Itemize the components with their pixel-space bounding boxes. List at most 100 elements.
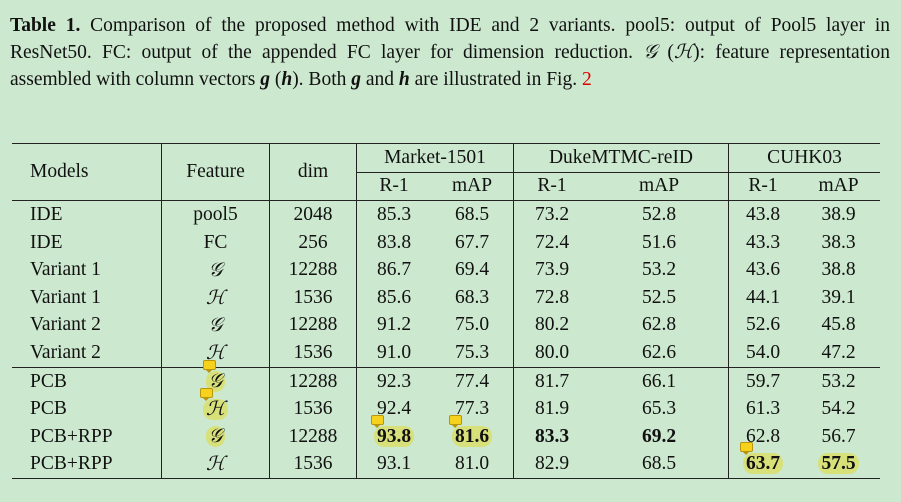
comment-note-icon[interactable]: [739, 442, 753, 456]
cell-text: 63.7: [739, 442, 784, 475]
cell-value: PCB: [30, 398, 67, 420]
value-cell: 80.2: [514, 312, 591, 340]
header-map: mAP: [797, 172, 880, 202]
value-cell: 92.3: [356, 366, 431, 396]
comment-note-icon[interactable]: [370, 414, 384, 428]
cell-text: 81.9: [535, 398, 569, 419]
dim-cell: 12288: [269, 256, 357, 284]
value-cell: 72.4: [514, 229, 591, 257]
cell-text: 62.8: [642, 314, 676, 335]
cell-text: 80.2: [535, 314, 569, 335]
cell-value: PCB+RPP: [30, 453, 113, 475]
cell-text: 52.5: [642, 287, 676, 308]
value-cell: 77.4: [431, 366, 514, 396]
cell-value: 54.0: [745, 341, 781, 363]
table-row: IDE pool5 2048 85.3 68.5 73.2 52.8 43.8 38.9: [12, 200, 880, 229]
feature-cell: FC: [161, 228, 270, 257]
value-cell: 39.1: [797, 284, 880, 312]
cell-text: 53.2: [821, 371, 855, 392]
comment-note-icon[interactable]: [448, 414, 462, 428]
cell-value: pool5: [193, 203, 238, 225]
value-cell: 68.5: [431, 200, 514, 229]
cell-value: 59.7: [745, 370, 781, 392]
cell-value: 62.6: [641, 341, 677, 363]
cell-value: 2048: [293, 203, 333, 225]
value-cell: 56.7: [797, 423, 880, 451]
cell-text: 69.4: [455, 259, 489, 280]
cell-value: 54.2: [821, 398, 856, 420]
cell-text: 38.3: [821, 232, 855, 253]
value-cell: 81.9: [514, 395, 591, 423]
value-cell: 66.1: [590, 366, 729, 396]
cell-text: IDE: [30, 232, 63, 253]
vector-g: g: [260, 69, 270, 90]
comment-note-icon[interactable]: [202, 360, 216, 374]
cell-text: IDE: [30, 204, 63, 225]
cell-value: 68.3: [454, 286, 490, 308]
symbol-h: ℋ: [673, 42, 694, 63]
cell-text: 69.2: [642, 426, 676, 447]
value-cell: 91.0: [357, 339, 432, 367]
model-cell: PCB: [12, 395, 162, 423]
caption-text-6: and: [360, 69, 399, 90]
vector-h: h: [281, 69, 293, 90]
cell-value: 𝒢: [208, 259, 223, 281]
cell-value: 𝒢: [208, 426, 223, 448]
value-cell: 81.6: [431, 414, 514, 451]
cell-value: Variant 2: [30, 314, 101, 336]
cell-text: 75.0: [455, 314, 489, 335]
comment-note-icon[interactable]: [199, 388, 213, 402]
table-row: Variant 1 𝒢 12288 86.7 69.4 73.9 53.2 43.6 38.8: [12, 256, 880, 284]
cell-text: 85.3: [377, 204, 411, 225]
cell-text: 54.2: [821, 398, 855, 419]
cell-text: 1536: [294, 398, 333, 419]
table-row: IDE FC 256 83.8 67.7 72.4 51.6 43.3 38.3: [12, 228, 880, 257]
cell-text: 68.3: [455, 287, 489, 308]
cell-value: 81.6: [454, 425, 490, 447]
cell-value: 73.2: [534, 203, 570, 225]
model-cell: PCB+RPP: [12, 422, 162, 451]
cell-value: 43.6: [745, 259, 781, 281]
cell-value: PCB+RPP: [30, 425, 113, 447]
caption-text-5: ). Both: [292, 69, 352, 90]
value-cell: 69.4: [431, 256, 514, 284]
cell-value: 83.3: [534, 425, 570, 447]
cell-value: 92.4: [376, 398, 412, 420]
cell-value: 63.7: [745, 453, 781, 475]
cell-value: Variant 1: [30, 286, 101, 308]
value-cell: 43.8: [729, 201, 798, 229]
model-cell: Variant 1: [12, 256, 162, 284]
cell-text: 72.4: [535, 232, 569, 253]
cell-value: 66.1: [641, 370, 677, 392]
cell-text: 67.7: [455, 232, 489, 253]
cell-value: 83.8: [376, 231, 412, 253]
cell-value: ℋ: [205, 399, 226, 421]
dim-cell: 1536: [269, 395, 357, 423]
cell-value: 53.2: [641, 259, 677, 281]
cell-text: 73.2: [535, 204, 569, 225]
cell-value: 93.8: [376, 425, 412, 447]
cell-text: 91.2: [377, 314, 411, 335]
value-cell: 43.3: [729, 229, 798, 257]
cell-value: 57.5: [821, 453, 856, 475]
cell-value: 80.2: [534, 314, 570, 336]
cell-value: 47.2: [821, 341, 856, 363]
value-cell: 61.3: [729, 395, 798, 423]
cell-value: 𝒢: [208, 314, 223, 336]
cell-value: 53.2: [821, 370, 856, 392]
cell-text: 73.9: [535, 259, 569, 280]
value-cell: 38.3: [797, 229, 880, 257]
cell-value: 45.8: [821, 314, 856, 336]
cell-text: 53.2: [642, 259, 676, 280]
figure-reference-link[interactable]: 2: [581, 69, 592, 90]
value-cell: 83.3: [514, 423, 591, 451]
cell-text: 77.4: [455, 371, 489, 392]
value-cell: 72.8: [514, 284, 591, 312]
cell-text: 44.1: [746, 287, 780, 308]
cell-value: 69.4: [454, 259, 490, 281]
value-cell: 83.8: [357, 229, 432, 257]
value-cell: 68.5: [590, 450, 729, 480]
value-cell: 75.0: [431, 311, 514, 340]
model-cell: PCB+RPP: [12, 450, 162, 480]
value-cell: 81.7: [513, 366, 590, 396]
